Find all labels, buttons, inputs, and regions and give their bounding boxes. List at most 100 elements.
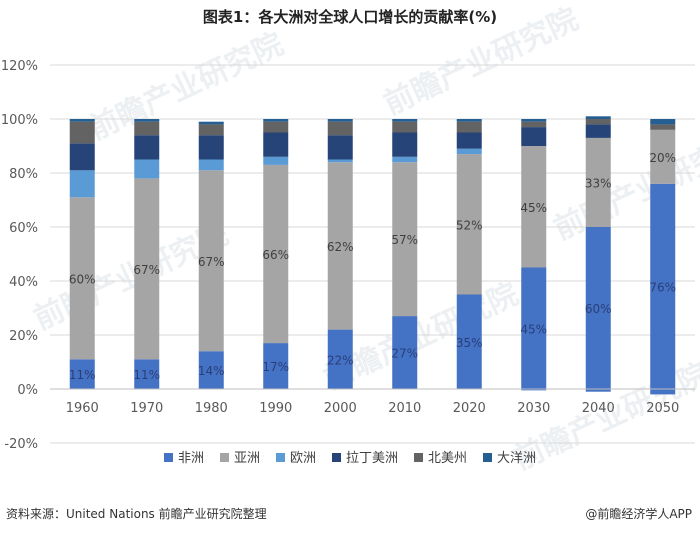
data-label: 57% <box>391 233 418 247</box>
bars <box>69 116 676 395</box>
bar-segment <box>327 162 353 330</box>
data-label: 66% <box>262 248 289 262</box>
x-tick-label: 2050 <box>646 401 679 416</box>
watermark-text: 前瞻产业研究院 <box>549 127 700 247</box>
bar-segment <box>69 359 95 389</box>
bar-segment <box>585 124 611 138</box>
watermark-text: 前瞻产业研究院 <box>379 2 584 122</box>
bar-segment <box>650 119 676 125</box>
data-label: 60% <box>69 272 96 286</box>
bar-segment <box>392 121 418 133</box>
data-label: 45% <box>520 201 547 215</box>
bar-segment <box>134 121 160 136</box>
bar-segment <box>521 119 547 122</box>
bar-segment <box>134 159 160 179</box>
bar-segment <box>134 119 160 122</box>
legend-swatch <box>276 453 285 462</box>
bar-segment <box>585 227 611 389</box>
bar-segment <box>327 329 353 389</box>
bar-segment <box>198 351 224 389</box>
data-label: 14% <box>198 364 225 378</box>
bar-segment <box>198 124 224 136</box>
data-label: 33% <box>585 176 612 190</box>
bar-segment <box>327 135 353 160</box>
bar-segment <box>69 119 95 122</box>
legend-label: 欧洲 <box>290 451 316 466</box>
bar-segment-negative <box>521 389 547 391</box>
bar-segment-negative <box>585 389 611 392</box>
y-tick-label: 120% <box>1 59 38 74</box>
bar-segment <box>521 121 547 128</box>
y-tick-label: 0% <box>17 383 38 398</box>
bar-segment <box>650 129 676 184</box>
legend: 非洲 亚洲 欧洲 拉丁美洲 北美州 大洋洲 <box>164 451 536 466</box>
legend-swatch <box>220 453 229 462</box>
bar-segment <box>69 121 95 144</box>
bar-segment <box>392 156 418 163</box>
bar-segment <box>134 359 160 389</box>
data-label: 11% <box>133 368 160 382</box>
x-tick-label: 2020 <box>453 401 486 416</box>
chart-title: 图表1：各大洲对全球人口增长的贡献率(%) <box>202 8 498 26</box>
data-label: 60% <box>585 302 612 316</box>
data-label: 45% <box>520 322 547 336</box>
bar-segment <box>327 159 353 163</box>
brand-credit: @前瞻经济学人APP <box>585 507 692 521</box>
y-axis: -20% 0% 20% 40% 60% 80% 100% 120% <box>1 59 38 452</box>
data-label: 20% <box>649 151 676 165</box>
legend-swatch <box>164 453 173 462</box>
bar-segment <box>392 316 418 389</box>
x-tick-label: 1960 <box>66 401 99 416</box>
x-tick-label: 2030 <box>517 401 550 416</box>
bar-segment <box>456 121 482 133</box>
watermark-text: 前瞻产业研究院 <box>84 27 289 147</box>
bar-segment <box>456 148 482 155</box>
bar-segment <box>585 137 611 227</box>
y-tick-label: 20% <box>9 329 38 344</box>
data-labels: 11% 60% 11% 67% 14% 67% 17% 66% 22% 62% 27% 57% 35% 5… <box>69 151 676 382</box>
data-label: 17% <box>262 360 289 374</box>
bar-segment <box>392 119 418 122</box>
bar-segment <box>392 162 418 317</box>
bar-segment <box>521 127 547 146</box>
y-tick-label: 100% <box>1 113 38 128</box>
source-note: 资料来源：United Nations 前瞻产业研究院整理 <box>6 507 267 521</box>
data-label: 27% <box>391 347 418 361</box>
bar-segment <box>263 343 289 389</box>
legend-swatch <box>414 453 423 462</box>
bar-segment <box>585 119 611 125</box>
bar-segment <box>198 170 224 352</box>
bar-segment <box>134 178 160 360</box>
legend-label: 北美州 <box>428 451 467 466</box>
x-axis: 1960 1970 1980 1990 2000 2010 2020 2030 2040 2050 <box>50 388 695 416</box>
x-tick-label: 2010 <box>388 401 421 416</box>
data-label: 67% <box>198 255 225 269</box>
x-tick-label: 2040 <box>582 401 615 416</box>
legend-swatch <box>483 453 492 462</box>
bar-segment <box>327 119 353 122</box>
bar-segment <box>521 146 547 268</box>
x-tick-label: 1990 <box>259 401 292 416</box>
bar-segment <box>456 294 482 389</box>
bar-segment <box>263 132 289 157</box>
bar-segment <box>585 116 611 119</box>
bar-segment <box>263 164 289 344</box>
data-label: 67% <box>133 263 160 277</box>
data-label: 35% <box>456 336 483 350</box>
bar-segment <box>69 170 95 198</box>
y-tick-label: -20% <box>4 437 38 452</box>
legend-label: 亚洲 <box>234 451 260 466</box>
bar-segment <box>650 183 676 389</box>
bar-segment <box>69 143 95 171</box>
bar-segment <box>263 156 289 165</box>
data-label: 52% <box>456 218 483 232</box>
y-tick-label: 60% <box>9 221 38 236</box>
bar-segment <box>456 132 482 149</box>
bar-segment <box>327 121 353 136</box>
bar-segment <box>521 267 547 389</box>
bar-segment <box>456 154 482 295</box>
x-tick-label: 1980 <box>195 401 228 416</box>
bar-segment <box>198 159 224 171</box>
bar-segment <box>263 121 289 133</box>
